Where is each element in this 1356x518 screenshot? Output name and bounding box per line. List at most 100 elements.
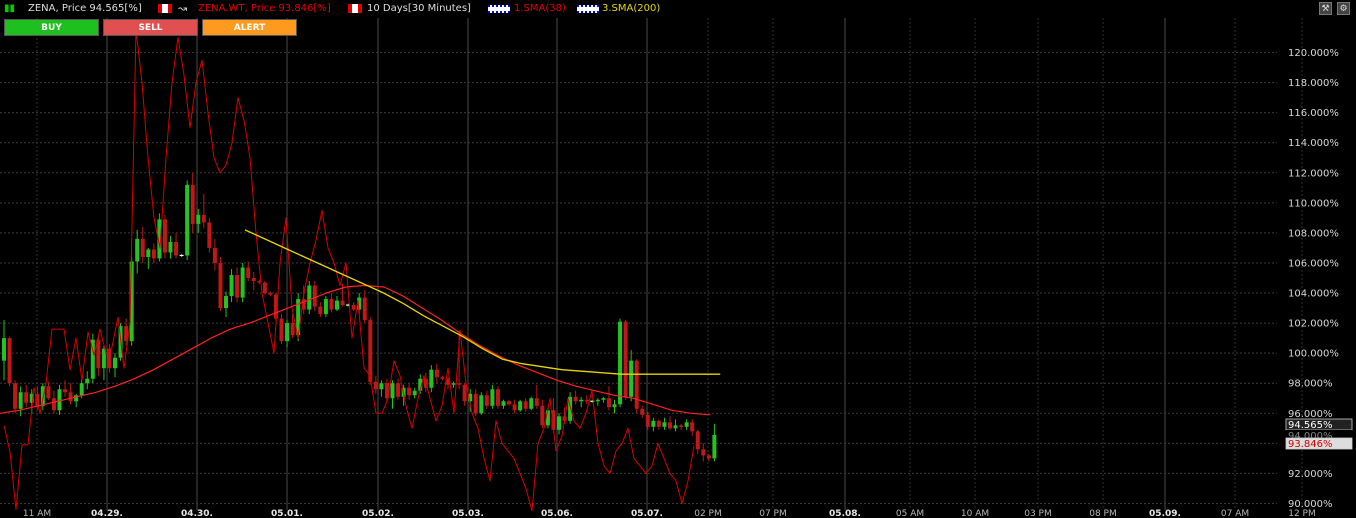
candle-body [79,383,84,396]
candle-body [629,360,634,397]
x-tick-label: 04.30. [181,509,213,518]
candle-body [96,339,101,369]
buy-button[interactable]: BUY [4,19,99,36]
candle-body [601,398,606,400]
x-tick-label: 04.29. [91,509,123,518]
x-tick-label: 05.06. [541,509,573,518]
y-tick-label: 114.000% [1288,138,1339,149]
settings-icon[interactable]: ⚙ [1337,2,1350,15]
candle-body [85,378,90,384]
indicator-sma200-label[interactable]: 3.SMA(200) [602,3,661,14]
candle-body [673,425,678,429]
y-tick-label: 118.000% [1288,78,1339,89]
candle-body [212,247,217,263]
price-axis: 90.000% 92.000% 94.000% 96.000% 98.000% 100.0… [1288,48,1339,510]
candle-body [584,399,589,402]
candle-body [451,383,456,385]
sma200-swatch-icon [577,5,599,13]
candle-body [157,219,162,259]
candle-body [668,422,672,429]
candle-body [307,285,312,310]
candle-body [268,293,273,295]
candle-body [190,184,195,224]
candle-body [129,261,134,342]
candle-body [634,360,639,409]
sell-button[interactable]: SELL [103,19,198,36]
candle-body [690,422,695,432]
candle-body [229,275,234,297]
candle-body [279,318,284,342]
canada-flag-icon [348,4,362,13]
candle-body [434,369,439,378]
candle-body [507,401,512,405]
candle-body [101,348,106,369]
crosshair-price-box [1286,430,1352,441]
candle-body [113,357,117,369]
candle-body [262,282,267,294]
candle-body [68,392,73,402]
candle-body [429,369,434,388]
candle-body [529,398,534,409]
candle-body [412,390,417,396]
x-tick-label: 05.09. [1149,509,1181,518]
price-candles [2,172,717,462]
x-tick-label: 10 AM [961,509,989,518]
candle-body [257,281,262,283]
candle-body [90,339,95,379]
candle-body [63,389,68,393]
candle-body [46,386,51,399]
canada-flag-icon [158,4,172,13]
candle-body [706,455,711,459]
symbol-label[interactable]: ZENA, Price 94.565[%] [28,3,142,14]
candle-body [645,414,650,427]
candle-body [2,338,6,361]
candle-body [579,399,584,402]
candle-body [140,238,145,257]
chart-grid [0,18,1303,510]
x-tick-label: 11 AM [23,509,51,518]
x-tick-label: 08 PM [1089,509,1117,518]
candle-body [440,377,445,379]
wrench-icon[interactable]: ⚒ [1319,2,1332,15]
candle-body [568,396,573,421]
candle-body [379,383,384,390]
sma38-swatch-icon [488,5,510,13]
candle-body [418,378,423,391]
line-chart-icon: ↝ [178,2,188,15]
y-tick-label: 100.000% [1288,349,1339,360]
candle-body [679,425,684,427]
y-tick-label: 92.000% [1288,469,1333,480]
candle-body [518,401,523,411]
period-label[interactable]: 10 Days[30 Minutes] [367,3,471,14]
candle-body [446,378,450,385]
x-tick-label: 05.03. [452,509,484,518]
candle-body [224,296,228,309]
candle-body [573,396,578,402]
x-tick-label: 07 PM [759,509,787,518]
candle-body [7,338,12,384]
candle-body [712,434,717,459]
candle-body [357,297,362,310]
candle-body [557,416,561,430]
candle-body [285,323,290,342]
candle-body [396,383,401,397]
candle-body [74,395,79,402]
candle-body [124,326,129,342]
candle-body [135,238,140,262]
y-tick-label: 90.000% [1288,499,1333,510]
candle-body [13,383,18,409]
candle-body [695,431,700,450]
candle-body [373,381,378,390]
indicator-sma38-label[interactable]: 1.SMA(38) [514,3,566,14]
candle-body [51,398,56,411]
candle-body [540,405,545,426]
sma38-line [0,284,711,416]
candle-body [329,299,334,310]
alert-button[interactable]: ALERT [202,19,297,36]
y-tick-label: 120.000% [1288,48,1339,59]
candle-body [362,297,367,321]
compare-label[interactable]: ZENA.WT, Price 93.846[%] [198,3,331,14]
candle-body [251,278,256,282]
sma200-line [244,229,721,375]
candle-body [545,410,550,426]
